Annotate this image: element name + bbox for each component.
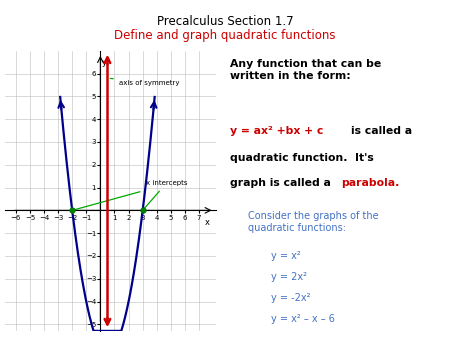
Text: Precalculus Section 1.7: Precalculus Section 1.7	[157, 15, 293, 28]
Text: x intercepts: x intercepts	[144, 180, 187, 208]
Text: y = ax² +bx + c: y = ax² +bx + c	[230, 126, 323, 137]
Text: Any function that can be
written in the form:: Any function that can be written in the …	[230, 59, 381, 81]
Text: y = 2x²: y = 2x²	[271, 272, 307, 282]
Text: y = x² – x – 6: y = x² – x – 6	[271, 314, 335, 324]
Text: y intercept: y intercept	[0, 337, 1, 338]
Text: vertex: vertex	[0, 337, 1, 338]
Text: Consider the graphs of the
quadratic functions:: Consider the graphs of the quadratic fun…	[248, 211, 378, 233]
Text: Define and graph quadratic functions: Define and graph quadratic functions	[114, 29, 336, 42]
Text: y: y	[101, 57, 106, 67]
Text: graph is called a: graph is called a	[230, 178, 334, 188]
Text: is called a: is called a	[351, 126, 413, 137]
Text: y = -2x²: y = -2x²	[271, 293, 310, 304]
Text: y = x²: y = x²	[271, 251, 301, 261]
Text: x: x	[205, 218, 210, 227]
Text: axis of symmetry: axis of symmetry	[110, 78, 179, 86]
Text: quadratic function.  It's: quadratic function. It's	[230, 153, 374, 163]
Text: parabola.: parabola.	[341, 178, 399, 188]
